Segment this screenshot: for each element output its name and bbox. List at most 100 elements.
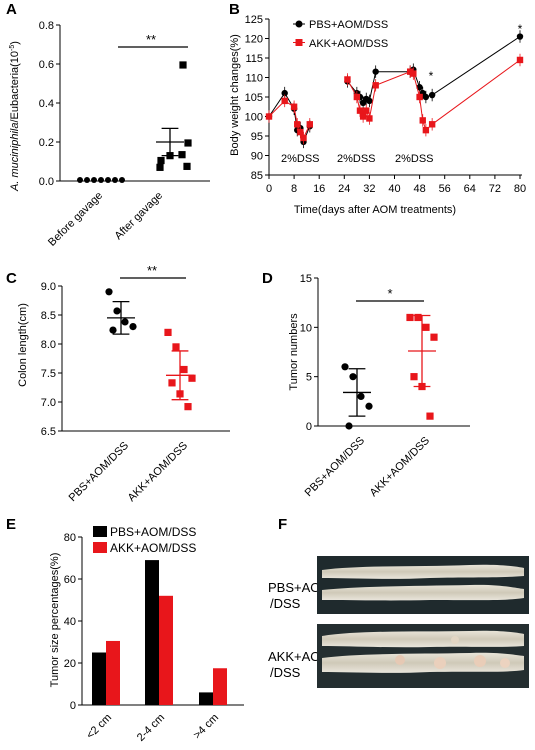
panel-b-chart: Body weight changes(%) Time(days after A… — [229, 14, 526, 216]
panel-b-x-tick-label: 40 — [388, 183, 400, 195]
panel-a-significance: ** — [146, 32, 156, 47]
panel-c-ylabel: Colon length(cm) — [17, 303, 29, 387]
panel-b-y-tick-label: 85 — [251, 170, 263, 182]
panel-e-bar-akk — [213, 668, 227, 705]
panel-b-point-akk — [359, 113, 367, 120]
panel-d-y-tick-label: 5 — [306, 372, 312, 384]
legend-e-akk-label: AKK+AOM/DSS — [110, 541, 196, 555]
panel-b-point-akk — [516, 56, 524, 64]
panel-a-y-tick-label: 0.8 — [39, 20, 54, 32]
panel-b-y-tick-label: 105 — [245, 92, 263, 104]
colon-tumor — [395, 655, 405, 665]
panel-a-point-after — [178, 151, 186, 159]
panel-c-point-pbs — [129, 323, 137, 331]
panel-c-point-pbs — [109, 326, 117, 334]
panel-b-x-tick-label: 80 — [514, 183, 526, 195]
panel-c-y-tick-label: 8.0 — [41, 339, 56, 351]
panel-c-point-akk — [164, 328, 172, 336]
panel-b-x-tick-label: 56 — [439, 183, 451, 195]
panel-label-f: F — [278, 516, 287, 533]
panel-a-point-after — [156, 163, 164, 171]
panel-label-a: A — [6, 1, 17, 18]
panel-label-d: D — [262, 270, 273, 287]
panel-a-point-before — [105, 177, 111, 184]
panel-e-y-tick-label: 80 — [64, 532, 76, 544]
panel-b-point-pbs — [366, 97, 373, 105]
panel-e-bar-pbs — [145, 560, 159, 705]
panel-b-y-tick-label: 90 — [251, 151, 263, 163]
panel-a-y-tick-label: 0.4 — [39, 98, 54, 110]
panel-c-y-tick-label: 6.5 — [41, 426, 56, 438]
panel-b-point-pbs — [516, 33, 524, 40]
panel-b-point-akk — [300, 134, 307, 142]
colon-pbs-2 — [322, 584, 524, 601]
panel-b-point-akk — [281, 97, 288, 105]
panel-b-x-tick-label: 72 — [489, 183, 501, 195]
panel-e-chart: Tumor size percentages(%) PBS+AOM/DSS AK… — [49, 525, 244, 744]
legend-b-akk-label: AKK+AOM/DSS — [309, 38, 388, 50]
panel-b-point-pbs — [281, 89, 288, 97]
panel-b-point-pbs — [372, 68, 379, 75]
panel-b-star-2: * — [518, 22, 523, 36]
colon-tumor — [474, 655, 486, 667]
panel-d-point-pbs — [349, 373, 357, 381]
panel-d-significance: * — [387, 286, 392, 301]
panel-b-dss-label-1: 2%DSS — [281, 153, 320, 165]
panel-e-bar-akk — [159, 595, 173, 705]
panel-b-point-pbs — [428, 91, 436, 99]
panel-label-b: B — [229, 1, 240, 18]
panel-d-point-pbs — [345, 422, 353, 430]
panel-b-point-akk — [428, 121, 436, 128]
legend-e-akk-swatch — [93, 542, 107, 553]
panel-c-point-pbs — [121, 318, 129, 326]
panel-a-point-after — [184, 139, 192, 147]
panel-a-x-tick-label: After gavage — [113, 190, 166, 243]
panel-label-e: E — [6, 516, 16, 533]
panel-d-point-pbs — [357, 392, 365, 400]
panel-d-x-tick-label: AKK+AOM/DSS — [368, 435, 432, 499]
panel-a-point-after — [179, 61, 187, 69]
panel-e-x-tick-label: <2 cm — [84, 712, 114, 742]
panel-a-point-before — [84, 177, 90, 184]
panel-b-y-tick-label: 125 — [245, 14, 263, 26]
panel-c-point-akk — [180, 365, 188, 374]
panel-b-point-akk — [297, 128, 304, 136]
panel-d-ylabel: Tumor numbers — [288, 313, 300, 391]
panel-c-point-pbs — [113, 307, 121, 315]
panel-d-point-akk — [426, 412, 434, 420]
panel-a-x-tick-label: Before gavage — [46, 190, 105, 249]
panel-e-bar-akk — [106, 640, 120, 705]
panel-f-photo: PBS+AOM /DSS AKK+AOM /DSS — [268, 556, 529, 688]
panel-c-y-tick-label: 8.5 — [41, 310, 56, 322]
panel-b-point-akk — [294, 121, 301, 128]
panel-b-point-akk — [265, 113, 273, 120]
panel-f-label-pbs-1: PBS+AOM — [268, 580, 331, 595]
panel-b-point-pbs — [422, 93, 430, 101]
panel-b-y-tick-label: 95 — [251, 131, 263, 143]
panel-d-x-tick-label: PBS+AOM/DSS — [303, 435, 367, 499]
colon-tumor — [451, 636, 459, 644]
panel-b-point-akk — [422, 126, 430, 134]
panel-a-y-tick-label: 0.0 — [39, 176, 54, 188]
panel-b-point-akk — [344, 76, 351, 83]
panel-b-y-tick-label: 120 — [245, 34, 263, 46]
panel-c-point-pbs — [105, 288, 113, 296]
colon-akk-2 — [322, 652, 524, 673]
panel-a-point-before — [77, 177, 83, 184]
panel-e-y-tick-label: 20 — [64, 658, 76, 670]
panel-b-point-akk — [363, 107, 370, 114]
panel-b-y-tick-label: 110 — [245, 73, 263, 85]
panel-c-significance: ** — [147, 263, 157, 278]
panel-b-point-akk — [372, 82, 379, 89]
panel-b-point-akk — [356, 107, 364, 114]
panel-a-point-before — [119, 177, 125, 184]
panel-a-chart: A. muciniphila/Eubacteria(10-5) ** 0.0 0.… — [9, 20, 210, 249]
colon-tumor — [434, 657, 446, 669]
panel-b-point-akk — [366, 115, 373, 122]
panel-b-x-tick-label: 64 — [464, 183, 476, 195]
panel-b-dss-label-2: 2%DSS — [337, 153, 376, 165]
panel-b-point-akk — [416, 93, 423, 101]
panel-c-chart: Colon length(cm) ** 6.5 7.0 7.5 8.0 8.5 9.0 PB… — [17, 263, 230, 504]
colon-akk-1 — [322, 630, 524, 648]
panel-d-y-tick-label: 15 — [300, 273, 312, 285]
